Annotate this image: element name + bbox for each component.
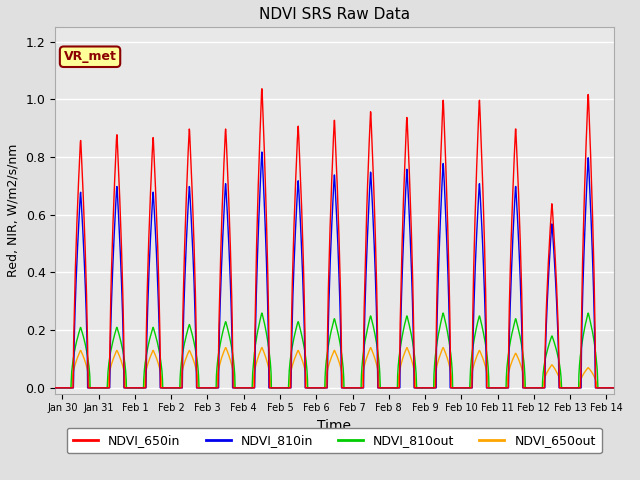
Legend: NDVI_650in, NDVI_810in, NDVI_810out, NDVI_650out: NDVI_650in, NDVI_810in, NDVI_810out, NDV… [67, 428, 602, 453]
Text: VR_met: VR_met [63, 50, 116, 63]
Y-axis label: Red, NIR, W/m2/s/nm: Red, NIR, W/m2/s/nm [7, 144, 20, 277]
Title: NDVI SRS Raw Data: NDVI SRS Raw Data [259, 7, 410, 22]
X-axis label: Time: Time [317, 419, 351, 433]
